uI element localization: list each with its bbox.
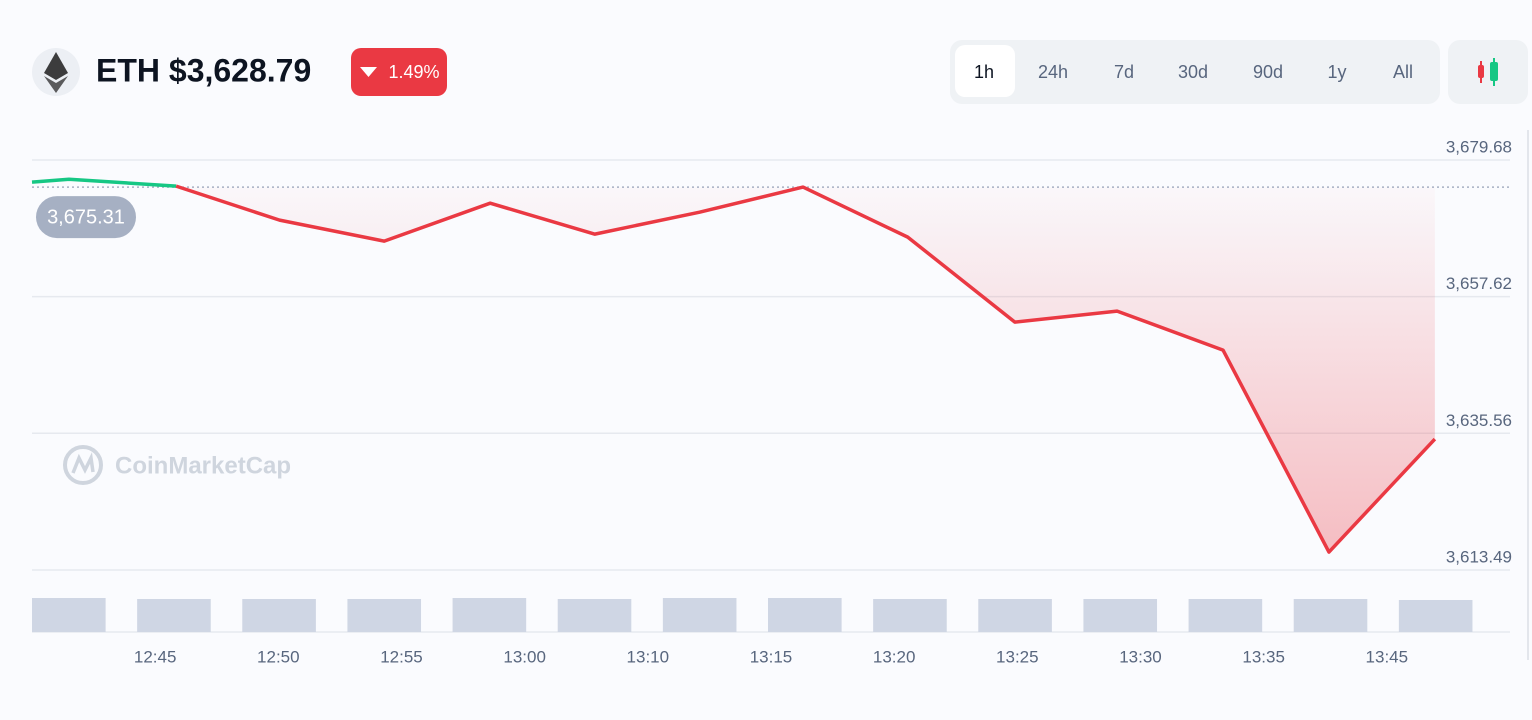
candle-icon [1490,62,1498,81]
y-tick-label: 3,613.49 [1446,547,1512,566]
price-line [175,184,1437,554]
x-tick-label: 13:20 [873,647,916,666]
price-title: ETH $3,628.79 [96,52,311,88]
volume-bar [1188,599,1263,632]
volume-bar [1083,599,1158,632]
area-fill [176,187,1435,553]
candle-toggle[interactable] [1448,40,1528,104]
volume-bar [1398,600,1473,632]
range-tab[interactable]: 30d [1178,62,1208,82]
volume-bar [32,598,106,632]
x-tick-label: 12:50 [257,647,300,666]
x-tick-label: 13:45 [1366,647,1409,666]
range-tab[interactable]: 1h [974,62,994,82]
volume-bar [662,598,737,632]
volume-bar [873,599,947,632]
x-tick-label: 13:10 [627,647,670,666]
change-badge [351,48,447,96]
range-tab[interactable]: All [1393,62,1413,82]
y-tick-label: 3,657.62 [1446,274,1512,293]
x-tick-label: 13:35 [1242,647,1285,666]
x-tick-label: 13:00 [503,647,546,666]
range-tab[interactable]: 7d [1114,62,1134,82]
volume-bar [1293,599,1368,632]
range-tabs [950,40,1440,104]
x-tick-label: 13:15 [750,647,793,666]
baseline-bubble [36,196,136,239]
volume-bar [347,599,422,632]
volume-bar [452,598,527,632]
y-tick-label: 3,679.68 [1446,137,1512,156]
watermark-logo [71,452,95,474]
volume-bar [557,599,632,632]
eth-icon-bottom [44,76,68,93]
volume-bar [768,598,842,632]
eth-icon-top [44,52,68,80]
change-text: 1.49% [388,62,439,82]
range-tab[interactable]: 1y [1327,62,1346,82]
x-tick-label: 12:55 [380,647,423,666]
range-tab[interactable]: 90d [1253,62,1283,82]
down-arrow [360,67,377,77]
range-tab[interactable]: 24h [1038,62,1068,82]
volume-bar [978,599,1052,632]
volume-bar [137,599,211,632]
price-line [31,177,177,188]
y-tick-label: 3,635.56 [1446,411,1512,430]
selected-tab [955,45,1015,97]
candle-icon [1478,65,1484,78]
baseline-label: 3,675.31 [47,206,125,228]
watermark: CoinMarketCap [115,452,291,479]
x-tick-label: 13:25 [996,647,1039,666]
volume-bar [242,599,316,632]
x-tick-label: 12:45 [134,647,177,666]
x-tick-label: 13:30 [1119,647,1162,666]
watermark-logo [63,445,103,485]
